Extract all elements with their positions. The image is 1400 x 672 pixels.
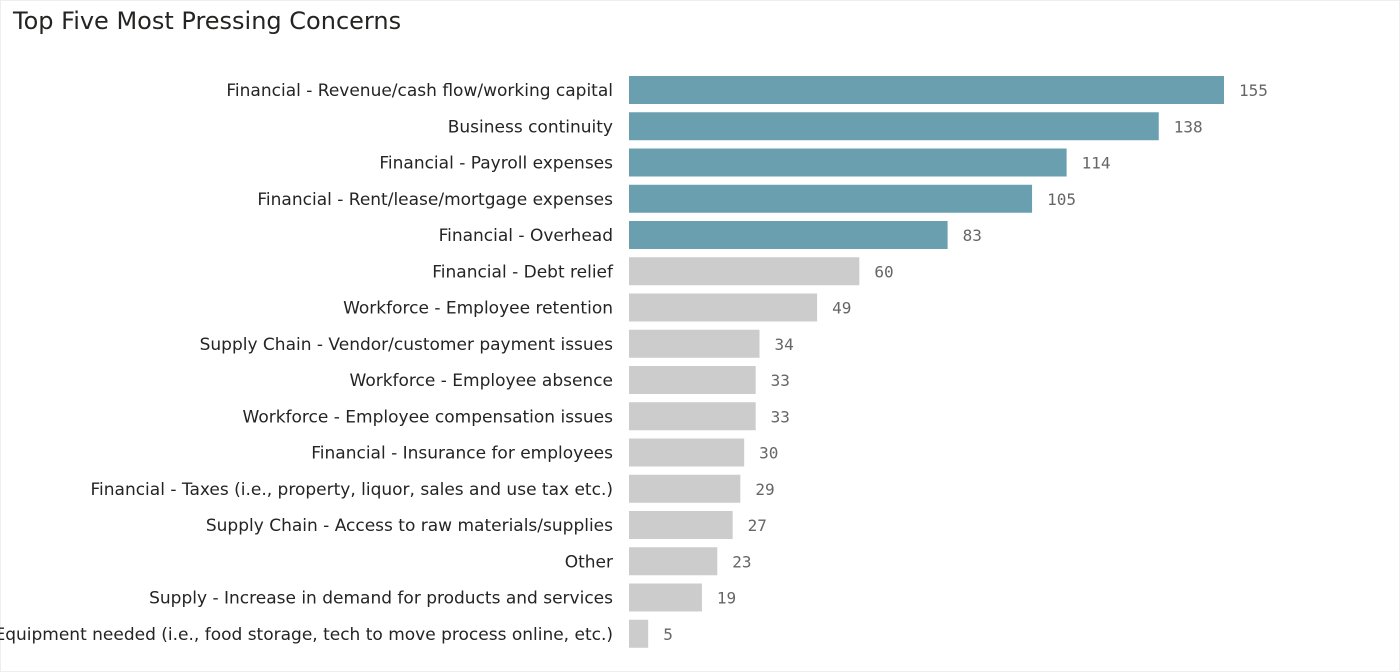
value-label: 29: [755, 480, 774, 499]
value-label: 33: [771, 371, 790, 390]
bar[interactable]: [629, 474, 741, 503]
category-label: Workforce - Employee compensation issues: [243, 407, 614, 427]
value-label: 105: [1047, 190, 1076, 209]
category-label: Supply Chain - Access to raw materials/s…: [206, 516, 613, 536]
category-label: Supply - Increase in demand for products…: [149, 589, 613, 609]
bar[interactable]: [629, 366, 756, 394]
value-label: 49: [832, 299, 851, 318]
bar[interactable]: [629, 619, 649, 648]
bar[interactable]: [629, 329, 760, 358]
bar[interactable]: [629, 221, 948, 249]
bar[interactable]: [629, 547, 718, 576]
value-label: 114: [1082, 154, 1111, 173]
value-label: 34: [775, 335, 794, 354]
category-label: Business continuity: [448, 117, 613, 137]
category-label: Equipment needed (i.e., food storage, te…: [0, 625, 613, 645]
bar[interactable]: [629, 583, 702, 612]
category-label: Financial - Insurance for employees: [311, 444, 613, 464]
value-label: 60: [874, 262, 893, 281]
value-label: 33: [771, 407, 790, 426]
bar[interactable]: [629, 184, 1033, 213]
category-label: Supply Chain - Vendor/customer payment i…: [200, 335, 614, 355]
category-label: Financial - Overhead: [439, 226, 613, 246]
chart-title: Top Five Most Pressing Concerns: [13, 7, 402, 35]
value-label: 27: [748, 516, 767, 535]
value-label: 155: [1239, 81, 1268, 100]
value-label: 19: [717, 589, 736, 608]
value-label: 83: [963, 226, 982, 245]
value-label: 30: [759, 444, 778, 463]
bar[interactable]: [629, 112, 1159, 141]
bar[interactable]: [629, 76, 1224, 104]
category-label: Financial - Debt relief: [432, 262, 614, 282]
bar[interactable]: [629, 293, 818, 322]
value-label: 5: [663, 625, 673, 644]
bar[interactable]: [629, 438, 745, 467]
category-label: Financial - Taxes (i.e., property, liquo…: [90, 480, 613, 500]
category-label: Workforce - Employee absence: [350, 371, 614, 391]
category-label: Financial - Payroll expenses: [379, 154, 613, 174]
category-label: Financial - Rent/lease/mortgage expenses: [257, 190, 613, 210]
category-label: Other: [565, 552, 613, 572]
category-label: Financial - Revenue/cash flow/working ca…: [226, 81, 613, 101]
bar[interactable]: [629, 257, 860, 286]
value-label: 138: [1174, 117, 1203, 136]
bar[interactable]: [629, 148, 1067, 177]
bar[interactable]: [629, 511, 733, 539]
value-label: 23: [732, 552, 751, 571]
category-label: Workforce - Employee retention: [343, 299, 613, 319]
bar[interactable]: [629, 402, 756, 431]
